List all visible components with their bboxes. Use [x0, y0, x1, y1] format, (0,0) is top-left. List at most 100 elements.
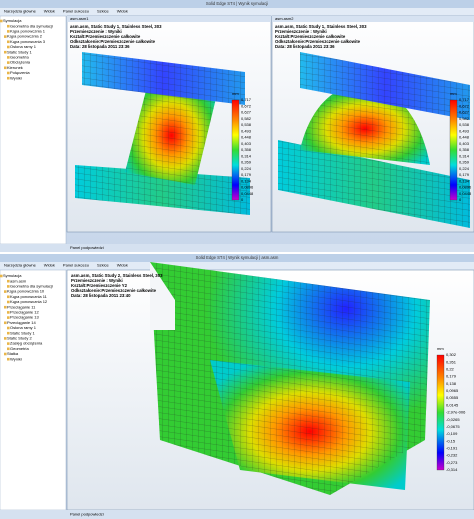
- legend-label: -0,273: [446, 460, 458, 465]
- tree-icon: [4, 337, 7, 340]
- status-bar: [0, 244, 474, 252]
- tree-icon: [7, 45, 10, 49]
- legend-label: 0,0896: [459, 185, 472, 190]
- annotation-line: asm.asm, Static Study 2, Stainless Steel…: [71, 273, 163, 278]
- legend-label: 0,717: [459, 97, 470, 102]
- tree-item[interactable]: Kąpa ponowcznia 1: [10, 28, 46, 33]
- annotation-line: Data: 28 listopada 2011 23:36: [275, 44, 335, 49]
- legend-label: 0,0145: [446, 402, 459, 407]
- viewport-tab-label[interactable]: asm.asm1: [70, 16, 89, 21]
- ribbon-tab[interactable]: Szkice: [97, 263, 110, 268]
- tree-icon: [7, 285, 10, 288]
- legend-label: 0,314: [241, 153, 252, 158]
- tree-item[interactable]: Static Study 1: [10, 330, 35, 335]
- tree-item[interactable]: Przeciąganie 13: [10, 315, 39, 320]
- legend-label: 0: [459, 197, 462, 202]
- annotation: asm.asm, Static Study 1, Stainless Steel…: [70, 24, 254, 202]
- annotation: asm.asm, Static Study 1, Stainless Steel…: [275, 24, 472, 202]
- annotation-line: Przemieszczenie : Wyniki: [71, 278, 123, 283]
- ribbon-tab[interactable]: Widok: [44, 9, 55, 14]
- tree-item[interactable]: Przeciąganie 12: [10, 309, 39, 314]
- tree-item[interactable]: Obciążenia: [10, 60, 31, 65]
- tree-item[interactable]: Static Study 2: [7, 335, 32, 340]
- legend-label: 0,0555: [446, 395, 459, 400]
- tree-icon: [4, 305, 7, 309]
- tree-item[interactable]: Symulacja: [3, 273, 22, 278]
- legend-label: 0,358: [241, 147, 252, 152]
- ribbon-tab[interactable]: Narzędzia główne: [4, 9, 37, 14]
- tree-item[interactable]: Kierunek: [7, 65, 23, 70]
- tree-item[interactable]: Kąpa ponowcznia 2: [7, 34, 43, 39]
- ribbon: Narzędzia główne Widok Panel sukcesu Szkice…: [4, 9, 128, 14]
- tree-icon: [7, 347, 10, 351]
- tree-icon: [7, 357, 10, 361]
- tree-item[interactable]: Osłona ramy 1: [10, 44, 37, 49]
- window-title: Solid Edge ST4 | Wynik symulacji: [206, 1, 268, 6]
- ribbon-tab[interactable]: Szkice: [97, 9, 110, 14]
- ribbon-tab[interactable]: Widok: [117, 263, 128, 268]
- annotation-line: Odkształcenie:Przemieszczenie całkowite: [71, 288, 157, 293]
- annotation-line: Kształt:Przemieszczenie całkowite: [70, 34, 141, 39]
- tree-icon: [7, 76, 10, 80]
- tree-item[interactable]: Stałka: [7, 351, 19, 356]
- annotation-line: Data: 28 listopada 2011 23:40: [71, 293, 131, 298]
- legend-unit: mm: [232, 91, 239, 96]
- annotation-line: asm.asm, Static Study 1, Stainless Steel…: [70, 24, 162, 29]
- ribbon-tab[interactable]: Panel sukcesu: [63, 9, 89, 14]
- viewport-tab: [67, 16, 271, 22]
- ribbon-tab[interactable]: Panel sukcesu: [63, 263, 89, 268]
- tree-item[interactable]: Przeciąganie 11: [7, 304, 36, 309]
- annotation-line: Kształt:Przemieszczenie całkowite: [275, 34, 346, 39]
- tree-item[interactable]: Przeciąganie 14: [7, 320, 36, 325]
- tree-item[interactable]: Geometria dla symulacji: [10, 23, 53, 28]
- tree-item[interactable]: asm.asm: [10, 278, 27, 283]
- ribbon: Narzędzia główne Widok Panel sukcesu Szkice…: [4, 263, 128, 268]
- viewport-tab-label[interactable]: asm.asm2: [275, 16, 294, 21]
- tree-item[interactable]: Kąpa ponowcznia 3: [10, 39, 46, 44]
- tree-item[interactable]: Geometria: [10, 346, 29, 351]
- tree-icon: [7, 316, 10, 319]
- tree-item[interactable]: Wyniki: [10, 356, 22, 361]
- tree-icon: [7, 24, 10, 28]
- color-bar: [449, 99, 458, 201]
- tree-item[interactable]: Kąpa ponowcznia 10: [7, 289, 45, 294]
- tree-item[interactable]: Zasięg obciążenia: [10, 341, 43, 346]
- legend-label: -0,232: [446, 453, 458, 458]
- ribbon-tab[interactable]: Widok: [44, 263, 55, 268]
- annotation-line: Przemieszczenie : Wyniki: [70, 29, 122, 34]
- legend-label: -0,109: [446, 431, 458, 436]
- annotation-line: Kształt:Przemieszczenie Y2: [71, 283, 128, 288]
- tree-item[interactable]: Geometria dla symulacji: [10, 283, 53, 288]
- legend-label: 0,538: [241, 122, 252, 127]
- legend-label: -0,314: [446, 467, 458, 472]
- tree-icon: [7, 331, 10, 335]
- ribbon-tab[interactable]: Widok: [117, 9, 128, 14]
- legend-label: -0,191: [446, 446, 458, 451]
- legend-label: 0,538: [459, 122, 470, 127]
- legend-label: 0,134: [459, 178, 470, 183]
- tree-icon: [4, 321, 7, 325]
- annotation-line: Przemieszczenie : Wyniki: [275, 29, 327, 34]
- tree-item[interactable]: Geometria: [10, 54, 29, 59]
- legend-label: 0,448: [241, 135, 252, 140]
- tree-item[interactable]: Static Study 1: [7, 49, 32, 54]
- tree-icon: [7, 342, 10, 345]
- color-bar: [436, 354, 445, 471]
- tree-icon: [7, 61, 10, 64]
- legend-label: 0,224: [459, 166, 470, 171]
- ribbon-tab[interactable]: Narzędzia główne: [4, 263, 37, 268]
- legend-label: 0,179: [446, 374, 457, 379]
- tree-icon: [7, 30, 10, 33]
- tree-icon: [7, 71, 10, 75]
- tree-icon: [7, 311, 10, 314]
- tree-icon: [7, 279, 10, 283]
- tree-item[interactable]: Osłona ramy 1: [10, 325, 37, 330]
- tree-item[interactable]: Symulacja: [3, 18, 22, 23]
- tree-item[interactable]: Połączenia: [10, 70, 30, 75]
- tree-item[interactable]: Kąpa ponowcznia 11: [10, 294, 48, 299]
- legend-label: 0,269: [459, 160, 470, 165]
- tree-icon: [7, 295, 10, 299]
- tree-item[interactable]: Wyniki: [10, 75, 22, 80]
- tree-item[interactable]: Kąpa ponowcznia 12: [10, 299, 48, 304]
